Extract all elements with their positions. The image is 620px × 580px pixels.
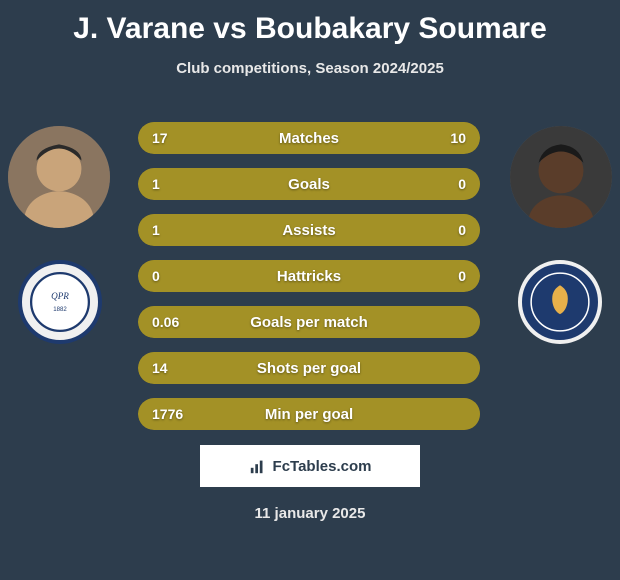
brand-badge: FcTables.com <box>200 445 420 487</box>
stat-label: Shots per goal <box>138 352 480 384</box>
club-crest-icon <box>522 264 598 340</box>
stat-label: Goals <box>138 168 480 200</box>
stat-row: 10Assists <box>138 214 480 246</box>
brand-text: FcTables.com <box>273 458 372 475</box>
avatar-placeholder-icon <box>510 126 612 228</box>
avatar-placeholder-icon <box>8 126 110 228</box>
subtitle: Club competitions, Season 2024/2025 <box>0 60 620 77</box>
page-title: J. Varane vs Boubakary Soumare <box>0 0 620 46</box>
stat-row: 1710Matches <box>138 122 480 154</box>
club-left-badge: QPR 1882 <box>18 260 102 344</box>
stat-row: 1776Min per goal <box>138 398 480 430</box>
stats-container: 1710Matches 10Goals 10Assists 00Hattricks 0.… <box>138 122 480 444</box>
svg-text:1882: 1882 <box>53 306 67 313</box>
player-left-photo <box>8 126 110 228</box>
stat-row: 00Hattricks <box>138 260 480 292</box>
stat-label: Goals per match <box>138 306 480 338</box>
stat-label: Assists <box>138 214 480 246</box>
date-text: 11 january 2025 <box>0 505 620 522</box>
svg-text:QPR: QPR <box>51 291 69 301</box>
club-crest-icon: QPR 1882 <box>22 264 98 340</box>
stat-label: Min per goal <box>138 398 480 430</box>
stat-row: 0.06Goals per match <box>138 306 480 338</box>
player-right-photo <box>510 126 612 228</box>
stat-row: 10Goals <box>138 168 480 200</box>
stat-label: Hattricks <box>138 260 480 292</box>
stat-row: 14Shots per goal <box>138 352 480 384</box>
stat-label: Matches <box>138 122 480 154</box>
chart-bars-icon <box>249 457 267 475</box>
club-right-badge <box>518 260 602 344</box>
